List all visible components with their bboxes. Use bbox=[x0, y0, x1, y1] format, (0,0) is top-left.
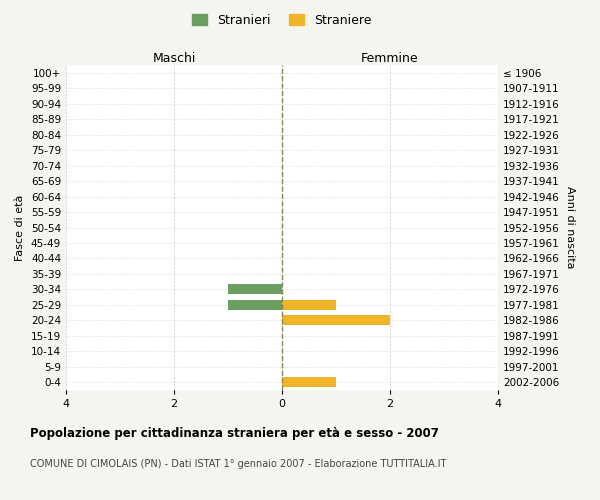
Bar bbox=[228, 284, 282, 294]
Y-axis label: Fasce di età: Fasce di età bbox=[16, 194, 25, 260]
Text: Maschi: Maschi bbox=[152, 52, 196, 65]
Legend: Stranieri, Straniere: Stranieri, Straniere bbox=[187, 8, 377, 32]
Text: Popolazione per cittadinanza straniera per età e sesso - 2007: Popolazione per cittadinanza straniera p… bbox=[30, 428, 439, 440]
Bar bbox=[282, 377, 336, 388]
Y-axis label: Anni di nascita: Anni di nascita bbox=[565, 186, 575, 269]
Text: COMUNE DI CIMOLAIS (PN) - Dati ISTAT 1° gennaio 2007 - Elaborazione TUTTITALIA.I: COMUNE DI CIMOLAIS (PN) - Dati ISTAT 1° … bbox=[30, 459, 446, 469]
Text: Femmine: Femmine bbox=[361, 52, 419, 65]
Bar bbox=[282, 316, 390, 326]
Bar bbox=[282, 300, 336, 310]
Bar bbox=[228, 300, 282, 310]
